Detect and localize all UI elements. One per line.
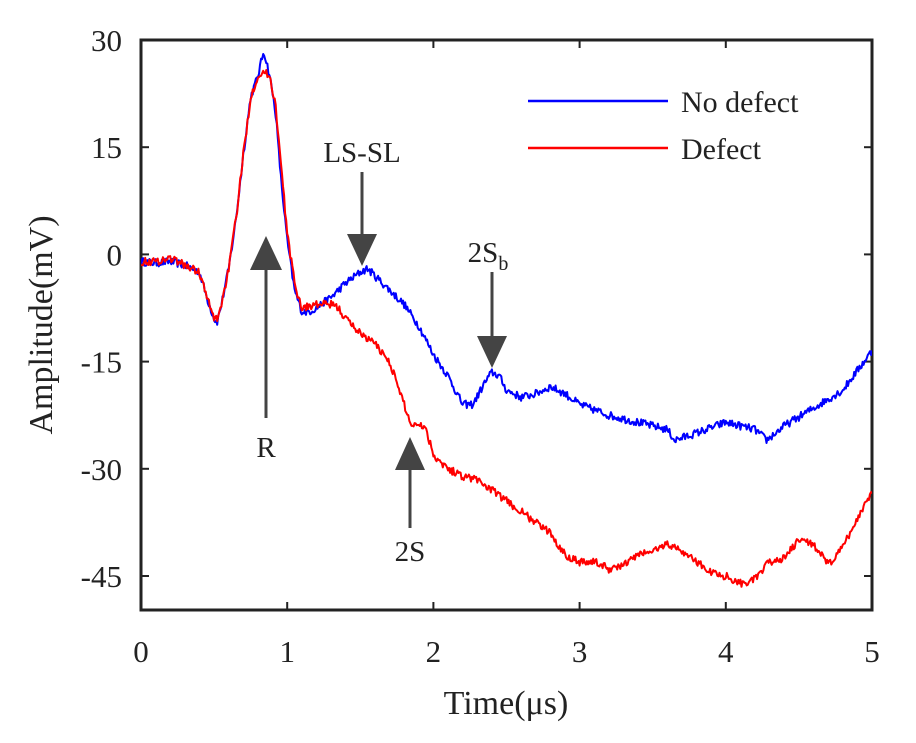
y-tick-label: 0: [107, 237, 123, 272]
annotation-2s-arrowhead: [395, 437, 425, 470]
annotation-ls-sl-arrowhead: [347, 234, 377, 266]
annotation-r: R: [250, 236, 282, 464]
annotation-2sb-arrowhead: [477, 336, 507, 368]
y-axis: 30 15 0 -15 -30 -45: [81, 23, 872, 594]
annotation-2s-label: 2S: [395, 536, 426, 568]
series-line-no-defect: [141, 53, 872, 444]
x-tick-label: 4: [718, 634, 734, 669]
x-axis-label: Time(μs): [444, 685, 569, 722]
annotation-ls-sl-label: LS-SL: [323, 137, 400, 169]
x-tick-label: 0: [133, 634, 149, 669]
plot-frame: [139, 38, 874, 612]
annotation-2sb-main: 2S: [468, 237, 499, 269]
y-tick-label: -30: [81, 452, 122, 487]
y-axis-label: Amplitude(mV): [23, 215, 60, 434]
y-tick-label: 30: [91, 23, 122, 58]
y-tick-label: 15: [91, 130, 122, 165]
series-layer: [141, 53, 872, 588]
legend-label-defect: Defect: [681, 133, 762, 166]
annotation-2sb-label: 2Sb: [468, 237, 509, 275]
x-axis: 0 1 2 3 4 5: [133, 40, 880, 669]
annotation-r-label: R: [256, 432, 276, 464]
annotation-2s: 2S: [395, 437, 426, 568]
series-line-defect: [141, 69, 872, 588]
annotation-ls-sl: LS-SL: [323, 137, 401, 266]
x-tick-label: 5: [864, 634, 880, 669]
y-tick-label: -45: [81, 559, 122, 594]
legend: No defect Defect: [528, 86, 799, 166]
x-tick-label: 1: [279, 634, 295, 669]
x-tick-label: 2: [426, 634, 442, 669]
legend-label-no-defect: No defect: [681, 86, 799, 119]
y-tick-label: -15: [81, 345, 122, 380]
annotation-2sb-sub: b: [498, 253, 508, 275]
x-tick-label: 3: [572, 634, 588, 669]
annotation-2sb: 2Sb: [468, 237, 509, 368]
annotation-r-arrowhead: [250, 236, 282, 270]
